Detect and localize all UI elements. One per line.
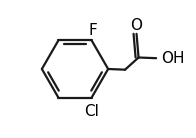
Text: O: O — [131, 18, 142, 33]
Text: Cl: Cl — [84, 104, 99, 119]
Text: F: F — [89, 23, 97, 38]
Text: OH: OH — [162, 51, 185, 66]
